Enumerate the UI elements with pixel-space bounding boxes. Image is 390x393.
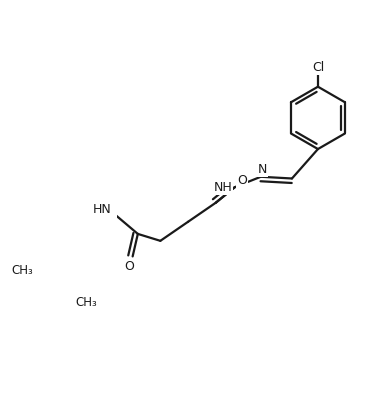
Text: O: O <box>238 174 247 187</box>
Text: NH: NH <box>213 181 232 195</box>
Text: N: N <box>258 163 267 176</box>
Text: CH₃: CH₃ <box>76 296 98 309</box>
Text: Cl: Cl <box>312 61 324 74</box>
Text: CH₃: CH₃ <box>11 264 33 277</box>
Text: O: O <box>124 260 134 273</box>
Text: HN: HN <box>92 203 111 216</box>
